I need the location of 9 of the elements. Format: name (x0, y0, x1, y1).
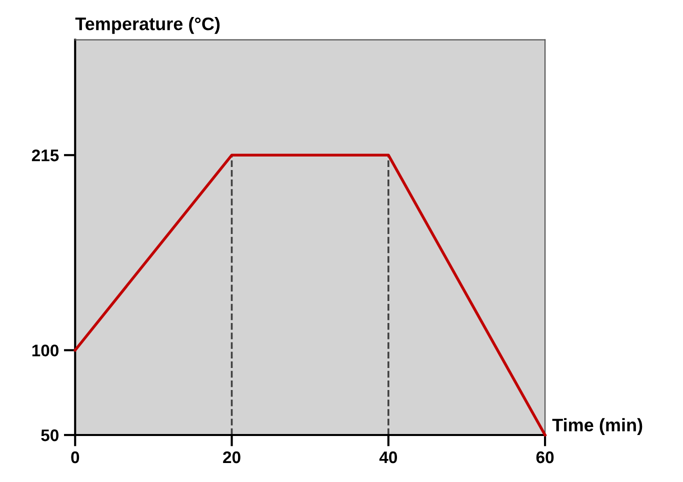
y-tick-label: 215 (32, 150, 59, 162)
x-tick-label: 0 (71, 451, 80, 464)
y-axis-title: Temperature (°C) (75, 17, 220, 34)
x-tick-label: 40 (379, 451, 397, 464)
x-axis-title: Time (min) (552, 418, 642, 436)
y-tick-label: 100 (32, 344, 58, 356)
x-tick-label: 60 (536, 451, 554, 464)
y-tick-label: 50 (41, 429, 58, 442)
x-tick-label: 20 (223, 451, 240, 464)
